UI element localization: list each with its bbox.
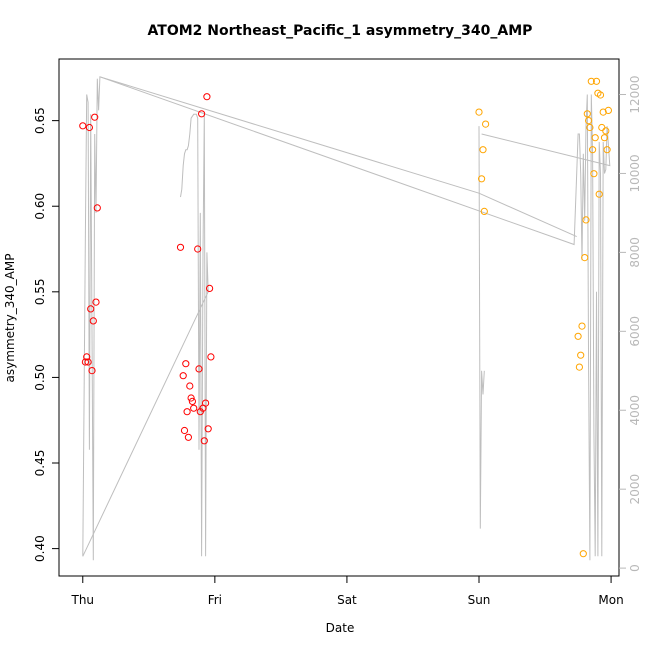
- red-point-4: [85, 123, 94, 132]
- y-left-tick-label-0.60: 0.60: [33, 193, 47, 220]
- orange-point-11: [582, 216, 590, 224]
- gray-line-series-0: [82, 76, 611, 561]
- orange-point-27: [603, 146, 611, 154]
- y-axis-label: asymmetry_340_AMP: [3, 254, 17, 383]
- red-point-13: [180, 426, 189, 435]
- orange-point-16: [589, 146, 597, 154]
- x-tick-label-sat: Sat: [337, 593, 357, 607]
- orange-point-23: [598, 123, 606, 132]
- red-point-3: [84, 358, 92, 366]
- x-tick-label-thu: Thu: [71, 593, 95, 607]
- red-point-31: [207, 353, 215, 361]
- red-point-16: [184, 433, 192, 441]
- red-point-15: [183, 408, 191, 416]
- red-point-19: [188, 397, 196, 405]
- orange-point-26: [602, 127, 610, 135]
- x-tick-label-sun: Sun: [468, 593, 491, 607]
- orange-point-19: [592, 77, 601, 85]
- gray-line-series-3: [99, 76, 577, 238]
- orange-point-10: [581, 254, 589, 262]
- orange-point-15: [587, 77, 595, 85]
- red-point-9: [92, 298, 100, 306]
- x-tick-label-fri: Fri: [208, 593, 222, 607]
- red-point-6: [88, 367, 96, 375]
- red-point-20: [190, 404, 198, 412]
- y-left-tick-label-0.45: 0.45: [33, 450, 47, 477]
- y-right-tick-label-6000: 6000: [628, 316, 642, 347]
- red-point-0: [79, 122, 87, 130]
- orange-point-3: [480, 207, 488, 215]
- red-point-5: [87, 305, 95, 313]
- orange-point-4: [482, 120, 490, 128]
- red-point-26: [200, 437, 208, 445]
- orange-point-5: [574, 332, 582, 340]
- y-right-tick-label-2000: 2000: [628, 474, 642, 505]
- orange-point-25: [600, 134, 609, 142]
- orange-point-13: [585, 117, 593, 125]
- orange-point-18: [591, 134, 599, 142]
- orange-point-22: [596, 91, 605, 99]
- red-point-27: [202, 399, 210, 407]
- red-point-17: [186, 382, 194, 390]
- orange-point-7: [577, 351, 585, 359]
- orange-point-28: [604, 106, 613, 115]
- orange-point-0: [475, 108, 483, 116]
- red-point-1: [81, 358, 90, 366]
- gray-line-series-2: [478, 126, 485, 529]
- y-right-tick-label-8000: 8000: [628, 237, 642, 268]
- red-point-22: [195, 365, 203, 373]
- gray-lines-group: [82, 76, 611, 561]
- red-point-7: [89, 317, 97, 325]
- orange-point-8: [578, 322, 586, 330]
- y-left-tick-label-0.40: 0.40: [33, 535, 47, 562]
- y-right-tick-label-0: 0: [628, 564, 642, 572]
- red-point-28: [203, 93, 211, 101]
- y-left-tick-label-0.55: 0.55: [33, 278, 47, 305]
- y-right-tick-label-12000: 12000: [628, 75, 642, 113]
- orange-point-14: [586, 123, 594, 132]
- red-point-8: [91, 113, 99, 121]
- orange-point-6: [575, 363, 584, 371]
- red-point-2: [83, 353, 91, 361]
- red-point-21: [194, 245, 202, 253]
- red-point-24: [198, 110, 206, 118]
- red-point-10: [93, 204, 101, 212]
- orange-point-9: [579, 550, 587, 558]
- points-group: [79, 77, 613, 558]
- gray-line-series-1: [82, 113, 209, 557]
- orange-point-17: [590, 170, 598, 178]
- x-axis-label: Date: [326, 621, 355, 635]
- orange-point-1: [478, 175, 486, 183]
- x-tick-label-mon: Mon: [598, 593, 623, 607]
- y-left-tick-label-0.65: 0.65: [33, 107, 47, 134]
- orange-point-21: [595, 190, 603, 198]
- orange-point-12: [583, 110, 591, 118]
- y-right-tick-label-4000: 4000: [628, 395, 642, 426]
- orange-point-2: [479, 146, 487, 154]
- red-point-14: [182, 360, 190, 368]
- plot-frame: [58, 58, 620, 577]
- red-point-29: [204, 425, 212, 433]
- chart-title: ATOM2 Northeast_Pacific_1 asymmetry_340_…: [148, 23, 533, 39]
- red-point-30: [206, 284, 214, 292]
- red-point-12: [179, 372, 187, 380]
- orange-point-24: [599, 108, 607, 116]
- red-point-11: [176, 243, 185, 251]
- y-left-tick-label-0.50: 0.50: [33, 364, 47, 391]
- red-point-18: [187, 394, 195, 402]
- y-right-tick-label-10000: 10000: [628, 154, 642, 192]
